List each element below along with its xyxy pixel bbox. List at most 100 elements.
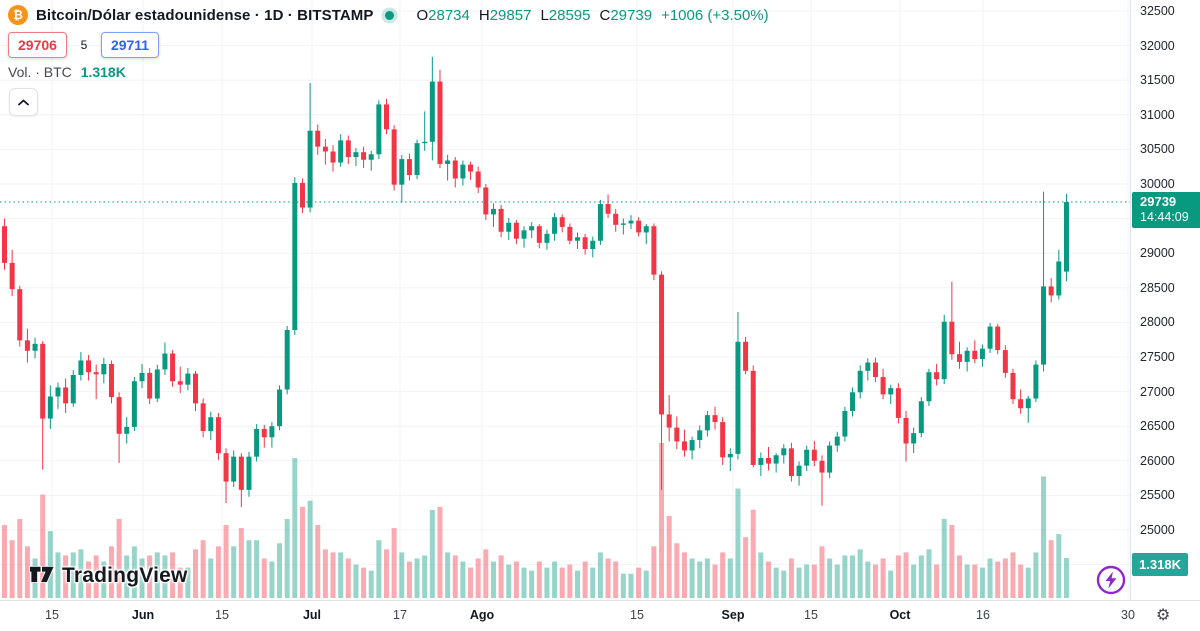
volume-bar — [384, 549, 389, 598]
time-tick-label: 15 — [804, 608, 818, 622]
candle-body — [223, 453, 229, 482]
volume-bar — [811, 564, 817, 598]
volume-bar — [636, 567, 642, 598]
price-axis[interactable]: 32500 32000 31500 31000 30500 30000 29000 28500… — [1130, 0, 1200, 600]
candle-body — [292, 182, 298, 331]
volume-bar — [834, 564, 840, 598]
volume-bar — [414, 558, 420, 598]
candle-body — [177, 381, 183, 385]
candle-body — [490, 208, 496, 215]
volume-bar — [582, 561, 588, 598]
collapse-legend-button[interactable] — [9, 88, 38, 116]
volume-bar — [674, 543, 680, 598]
volume-bar — [468, 567, 474, 598]
volume-bar — [437, 506, 443, 598]
volume-bar — [353, 564, 359, 598]
low-value: 28595 — [548, 6, 591, 24]
volume-bar — [63, 555, 69, 598]
volume-bar — [781, 570, 787, 598]
candle-body — [727, 453, 733, 458]
volume-bar — [659, 442, 665, 598]
volume-bar — [651, 546, 657, 598]
volume-bar — [391, 528, 397, 598]
candle-body — [575, 237, 580, 241]
market-status-icon[interactable] — [385, 10, 395, 20]
symbol-title[interactable]: Bitcoin/Dólar estadounidense · 1D · BITS… — [36, 6, 374, 24]
candle-body — [185, 373, 191, 385]
candle-body — [506, 222, 512, 232]
volume-bar — [2, 525, 7, 598]
volume-bar — [735, 488, 741, 598]
volume-bar — [506, 564, 512, 598]
volume-bar — [185, 567, 191, 598]
sell-button[interactable]: 29706 — [8, 32, 67, 58]
candle-body — [957, 354, 962, 362]
candle-body — [529, 226, 535, 231]
candle-body — [154, 369, 160, 399]
volume-bar — [758, 552, 764, 598]
candle-body — [131, 381, 137, 427]
volume-bar — [536, 561, 542, 598]
lightning-trade-button[interactable] — [1096, 565, 1126, 595]
candle-body — [399, 159, 405, 185]
volume-bar — [766, 561, 771, 598]
volume-bar — [231, 546, 237, 598]
candle-body — [307, 130, 313, 208]
candle-body — [345, 140, 351, 158]
candle-body — [429, 81, 435, 142]
volume-bar — [1010, 552, 1016, 598]
candle-body — [2, 226, 7, 263]
candle-body — [888, 388, 894, 395]
candle-body — [857, 370, 863, 393]
volume-bar — [743, 537, 749, 598]
candle-body — [666, 414, 672, 428]
volume-bar — [559, 567, 565, 598]
volume-bar — [827, 558, 833, 598]
volume-bar — [1025, 567, 1031, 598]
price-tick-label: 26500 — [1140, 419, 1175, 434]
candle-body — [850, 392, 856, 411]
candle-body — [452, 160, 458, 179]
candle-body — [1018, 399, 1024, 409]
candle-body — [200, 403, 206, 432]
volume-bar — [689, 558, 695, 598]
candle-body — [1048, 286, 1054, 296]
candle-body — [827, 445, 833, 473]
watermark-label: TradingView — [62, 564, 188, 587]
volume-bar — [590, 567, 596, 598]
candle-body — [368, 154, 374, 160]
volume-bar — [1056, 534, 1062, 598]
volume-bar — [888, 570, 894, 598]
candle-body — [238, 456, 244, 490]
candle-body — [40, 343, 46, 419]
candle-body — [147, 372, 153, 399]
buy-button[interactable]: 29711 — [100, 32, 160, 58]
candle-body — [750, 370, 756, 465]
candle-body — [842, 410, 848, 437]
volume-bar — [200, 540, 206, 598]
candle-body — [24, 340, 30, 351]
candle-body — [605, 204, 611, 214]
volume-bar — [964, 564, 970, 598]
volume-bar — [712, 564, 718, 598]
candle-body — [32, 343, 38, 351]
volume-bar — [918, 555, 924, 598]
candle-body — [70, 374, 76, 404]
candle-body — [689, 440, 695, 451]
candle-body — [552, 217, 558, 234]
time-tick-label: 15 — [630, 608, 644, 622]
candle-body — [872, 362, 878, 378]
time-tick-label: 15 — [215, 608, 229, 622]
candle-body — [1063, 202, 1069, 272]
candle-body — [979, 348, 985, 360]
candle-body — [315, 130, 321, 147]
time-axis[interactable]: 15 Jun 15 Jul 17 Ago 15 Sep 15 Oct 16 30 ⚙ — [0, 600, 1200, 631]
candle-body — [773, 455, 779, 464]
quick-trade-row: 29706 5 29711 — [8, 32, 160, 58]
candle-body — [86, 360, 92, 373]
volume-bar — [620, 573, 626, 598]
close-label: C — [599, 6, 611, 24]
volume-bar — [193, 549, 198, 598]
gear-icon[interactable]: ⚙ — [1156, 607, 1171, 624]
candlestick-chart-canvas[interactable] — [0, 0, 1130, 599]
